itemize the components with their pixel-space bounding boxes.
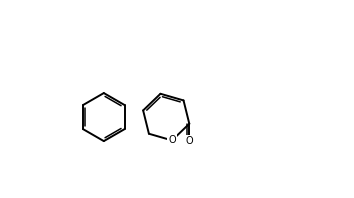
Text: O: O <box>185 136 193 146</box>
Text: O: O <box>168 135 176 145</box>
